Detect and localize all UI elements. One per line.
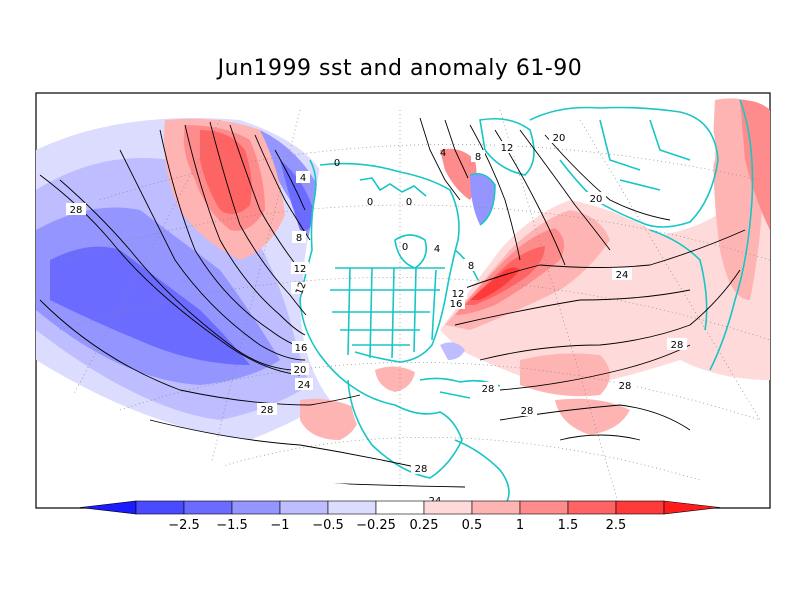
colorbar-swatch [568, 501, 616, 514]
contour-label: 16 [450, 299, 463, 310]
contour-label: 28 [261, 405, 274, 416]
colorbar-tick-label: −0.5 [312, 518, 344, 533]
colorbar-tick-label: 0.5 [462, 518, 483, 533]
colorbar-swatch [232, 501, 280, 514]
colorbar-swatch [376, 501, 424, 514]
colorbar-arrow-right [664, 501, 720, 514]
colorbar-arrow-left [80, 501, 136, 514]
contour-label: 28 [70, 205, 83, 216]
contour-label: 28 [619, 381, 632, 392]
contour-label: 28 [415, 464, 428, 475]
colorbar: −2.5 −1.5 −1 −0.5 −0.25 0.25 0.5 1 1.5 2.5 [80, 501, 720, 533]
contour-label: 20 [590, 194, 603, 205]
contour-label: 20 [553, 133, 566, 144]
contour-label: 24 [298, 380, 311, 391]
contour-label: 24 [616, 270, 629, 281]
contour-label: 20 [294, 365, 307, 376]
contour-label: 0 [334, 158, 340, 169]
colorbar-swatch [616, 501, 664, 514]
contour-label: 28 [482, 384, 495, 395]
contour-label: 12 [294, 264, 307, 275]
colorbar-tick-label: 1 [516, 518, 524, 533]
colorbar-tick-label: −1 [270, 518, 289, 533]
colorbar-swatch [328, 501, 376, 514]
contour-label: 8 [475, 152, 481, 163]
contour-label: 12 [501, 143, 514, 154]
contour-label: 8 [296, 233, 302, 244]
map-figure: 28 8 12 12 16 20 24 28 28 24 4 0 0 0 0 4… [0, 0, 800, 600]
colorbar-tick-label: −0.25 [356, 518, 396, 533]
contour-label: 28 [671, 340, 684, 351]
colorbar-tick-label: −1.5 [216, 518, 248, 533]
contour-label: 0 [402, 242, 408, 253]
colorbar-swatch [520, 501, 568, 514]
contour-label: 4 [300, 173, 306, 184]
colorbar-tick-label: 0.25 [410, 518, 439, 533]
colorbar-swatch [280, 501, 328, 514]
contour-label: 28 [521, 406, 534, 417]
colorbar-swatch [424, 501, 472, 514]
contour-label: 8 [468, 261, 474, 272]
colorbar-tick-label: 1.5 [558, 518, 579, 533]
contour-label: 4 [440, 148, 446, 159]
colorbar-tick-label: −2.5 [168, 518, 200, 533]
colorbar-tick-label: 2.5 [606, 518, 627, 533]
contour-label: 0 [367, 197, 373, 208]
colorbar-swatch [184, 501, 232, 514]
colorbar-swatch [472, 501, 520, 514]
contour-label: 0 [406, 197, 412, 208]
contour-label: 16 [295, 343, 308, 354]
colorbar-swatch [136, 501, 184, 514]
contour-label: 4 [434, 244, 440, 255]
